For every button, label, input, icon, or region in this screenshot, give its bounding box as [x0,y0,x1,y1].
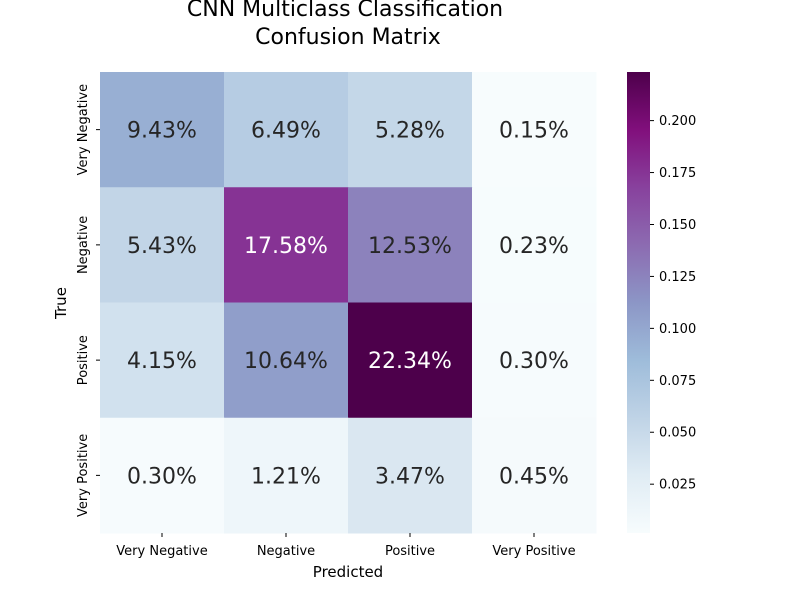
y-tick-label: Very Positive [76,434,91,517]
y-axis-label: True [52,287,70,320]
colorbar-tick-label: 0.125 [659,270,696,285]
heatmap-cell [100,417,225,534]
heatmap-cell [348,72,473,188]
x-tick-label: Positive [385,544,435,559]
colorbar-tick-label: 0.150 [659,218,696,233]
heatmap-cell [100,302,225,419]
colorbar-tick-label: 0.025 [659,478,696,493]
chart-title-line-2: Confusion Matrix [255,25,441,50]
chart-title-line-1: CNN Multiclass Classification [187,0,503,22]
y-tick-label: Negative [76,216,91,274]
cell-value-label: 5.28% [375,119,445,144]
cell-value-label: 0.30% [127,464,197,489]
cell-value-label: 1.21% [251,464,321,489]
colorbar-tick-label: 0.100 [659,322,696,337]
x-tick-label: Very Positive [492,544,575,559]
heatmap-cell [224,302,349,419]
colorbar-tick-label: 0.175 [659,166,696,181]
colorbar-tick-label: 0.075 [659,374,696,389]
cell-value-label: 6.49% [251,119,321,144]
y-axis: Very Negative Negative Positive Very Positi… [76,84,100,517]
x-axis-label: Predicted [313,563,383,581]
heatmap-cell [348,302,473,419]
cell-value-label: 22.34% [368,349,452,374]
heatmap-cell [224,72,349,188]
colorbar-ticks: 0.025 0.050 0.075 0.100 0.125 0.150 0.175 0.200 [650,114,696,493]
colorbar: 0.025 0.050 0.075 0.100 0.125 0.150 0.175 0.200 [627,72,696,533]
heatmap-cell [472,302,597,419]
heatmap-cell [348,187,473,303]
heatmap-cell [348,417,473,534]
heatmap-cell [224,187,349,303]
heatmap-cell [472,417,597,534]
cell-value-label: 0.30% [499,349,569,374]
colorbar-tick-label: 0.200 [659,114,696,129]
heatmap-cells: 9.43% 6.49% 5.28% 0.15% 5.43% 17.58% 12.53% 0.2… [100,72,597,534]
heatmap-cell [224,417,349,534]
cell-value-label: 9.43% [127,119,197,144]
x-axis: Very Negative Negative Positive Very Positi… [116,533,576,559]
y-tick-label: Positive [76,335,91,385]
x-tick-label: Negative [257,544,315,559]
cell-value-label: 17.58% [244,234,328,259]
cell-value-label: 5.43% [127,234,197,259]
heatmap-cell [472,72,597,188]
cell-value-label: 10.64% [244,349,328,374]
cell-value-label: 0.15% [499,119,569,144]
heatmap-cell [100,187,225,303]
cell-value-label: 12.53% [368,234,452,259]
heatmap-cell [100,72,225,188]
colorbar-gradient [627,72,650,533]
y-tick-label: Very Negative [76,84,91,175]
x-tick-label: Very Negative [116,544,207,559]
cell-value-label: 3.47% [375,464,445,489]
cell-value-label: 0.45% [499,464,569,489]
heatmap-cell [472,187,597,303]
cell-value-label: 4.15% [127,349,197,374]
colorbar-tick-label: 0.050 [659,426,696,441]
cell-value-label: 0.23% [499,234,569,259]
